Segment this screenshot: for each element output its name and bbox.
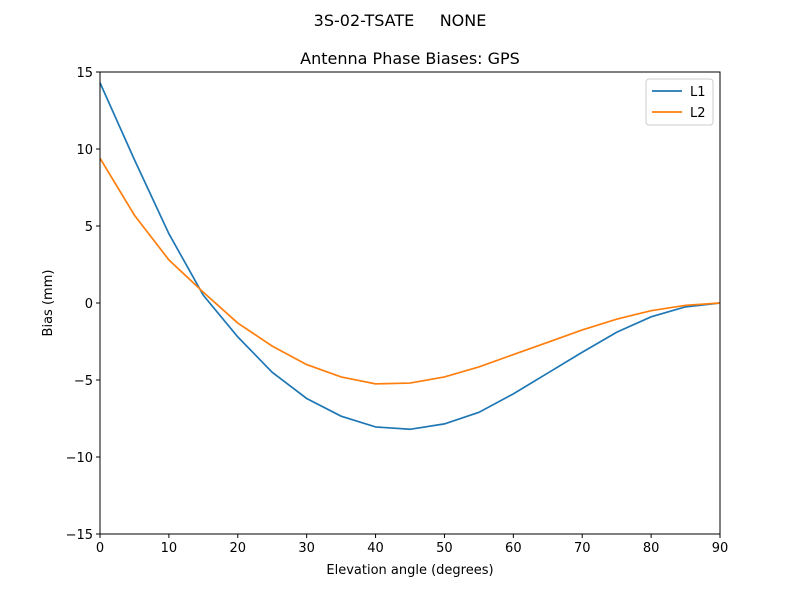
y-tick-label: 15 (76, 66, 93, 81)
y-tick-label: 0 (85, 297, 93, 312)
series-line-l1 (99, 82, 721, 431)
legend-label-l2: L2 (690, 106, 706, 121)
x-tick-label: 90 (712, 541, 729, 556)
plot-area-frame (99, 71, 721, 535)
x-tick-label: 40 (367, 541, 384, 556)
x-tick-label: 30 (298, 541, 315, 556)
legend-label-l1: L1 (690, 85, 706, 100)
suptitle: 3S-02-TSATE NONE (314, 11, 487, 30)
x-tick-label: 50 (436, 541, 453, 556)
y-tick-label: −15 (66, 528, 93, 543)
chart-title: Antenna Phase Biases: GPS (300, 49, 520, 68)
x-tick-label: 80 (643, 541, 660, 556)
x-tick-label: 0 (96, 541, 104, 556)
y-tick-label: −10 (66, 451, 93, 466)
x-axis-label: Elevation angle (degrees) (326, 563, 493, 578)
x-tick-label: 70 (574, 541, 591, 556)
x-tick-label: 20 (230, 541, 247, 556)
y-tick-label: −5 (74, 374, 93, 389)
y-tick-label: 5 (85, 220, 93, 235)
series-line-l2 (99, 157, 721, 385)
x-tick-label: 10 (161, 541, 178, 556)
y-axis-label: Bias (mm) (41, 270, 56, 337)
y-tick-label: 10 (76, 143, 93, 158)
x-tick-label: 60 (505, 541, 522, 556)
